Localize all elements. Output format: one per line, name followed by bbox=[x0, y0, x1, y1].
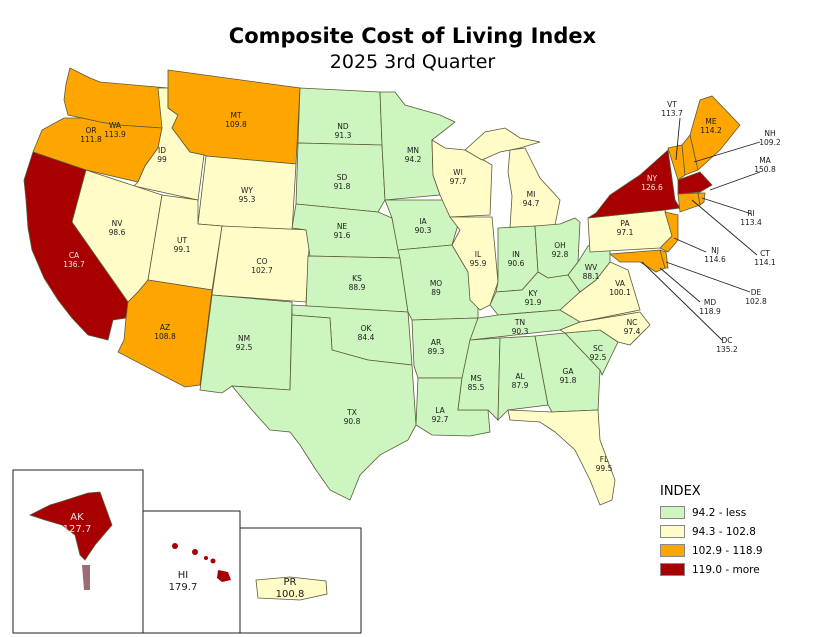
state-NC bbox=[559, 311, 651, 346]
state-SD bbox=[295, 142, 386, 213]
legend-swatch-mid bbox=[660, 525, 685, 538]
state-NJ bbox=[659, 211, 679, 253]
state-AK bbox=[28, 491, 113, 561]
legend-swatch-high bbox=[660, 544, 685, 557]
legend: INDEX 94.2 - less 94.3 - 102.8 102.9 - 1… bbox=[660, 484, 763, 579]
legend-item: 94.2 - less bbox=[660, 503, 763, 522]
state-DE bbox=[659, 249, 669, 269]
legend-item: 94.3 - 102.8 bbox=[660, 522, 763, 541]
state-IL bbox=[449, 216, 499, 311]
legend-swatch-low bbox=[660, 506, 685, 519]
legend-item: 102.9 - 118.9 bbox=[660, 541, 763, 560]
state-AZ bbox=[117, 279, 213, 388]
state-RI bbox=[697, 192, 706, 206]
inset-alaska bbox=[12, 469, 144, 634]
legend-title: INDEX bbox=[660, 484, 701, 499]
state-AK-panhandle bbox=[82, 565, 90, 590]
legend-label: 102.9 - 118.9 bbox=[692, 544, 763, 557]
legend-label: 119.0 - more bbox=[692, 563, 760, 576]
legend-label: 94.2 - less bbox=[692, 506, 747, 519]
state-HI bbox=[172, 543, 231, 582]
state-MA bbox=[677, 171, 713, 195]
state-FL bbox=[507, 409, 616, 506]
state-WI bbox=[431, 139, 493, 218]
legend-item: 119.0 - more bbox=[660, 560, 763, 579]
state-MT bbox=[167, 69, 301, 165]
state-NY bbox=[587, 149, 681, 219]
legend-label: 94.3 - 102.8 bbox=[692, 525, 756, 538]
state-MI bbox=[507, 147, 561, 229]
state-AL bbox=[497, 335, 549, 421]
legend-swatch-highest bbox=[660, 563, 685, 576]
state-ME bbox=[689, 95, 741, 171]
state-CT bbox=[677, 192, 701, 213]
leader-lines bbox=[641, 117, 761, 341]
state-MI-up bbox=[464, 127, 541, 161]
map-title: Composite Cost of Living Index bbox=[228, 24, 597, 48]
state-PR bbox=[255, 576, 328, 601]
state-TX bbox=[231, 314, 417, 501]
state-labels: WA 113.9 OR 111.8 CA 136.7 ID 99 NV 98.6 MT 10… bbox=[63, 100, 781, 473]
map-subtitle: 2025 3rd Quarter bbox=[329, 51, 496, 73]
